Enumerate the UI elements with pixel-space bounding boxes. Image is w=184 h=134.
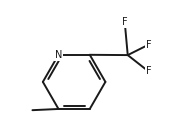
Text: F: F	[146, 40, 151, 50]
Text: F: F	[146, 66, 151, 77]
Text: F: F	[122, 17, 128, 27]
Text: N: N	[55, 50, 62, 60]
